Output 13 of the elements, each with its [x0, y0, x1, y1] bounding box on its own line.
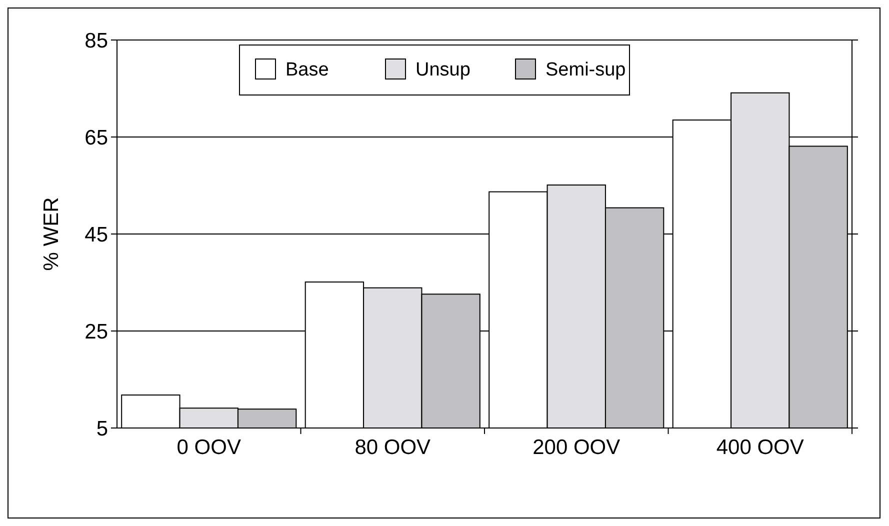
legend-label: Unsup [416, 60, 470, 81]
y-tick-label: 85 [84, 29, 108, 52]
y-tick-label: 65 [84, 126, 108, 150]
legend-label: Semi-sup [546, 60, 626, 81]
x-tick-label: 80 OOV [354, 436, 431, 459]
x-tick-label: 0 OOV [176, 436, 241, 459]
y-axis-title: % WER [40, 197, 63, 271]
y-tick-label: 25 [84, 320, 108, 344]
y-tick-label: 5 [96, 417, 108, 440]
legend-label: Base [286, 60, 329, 81]
x-tick-label: 400 OOV [716, 436, 804, 459]
x-tick-label: 200 OOV [532, 436, 620, 459]
y-tick-label: 45 [84, 223, 108, 246]
